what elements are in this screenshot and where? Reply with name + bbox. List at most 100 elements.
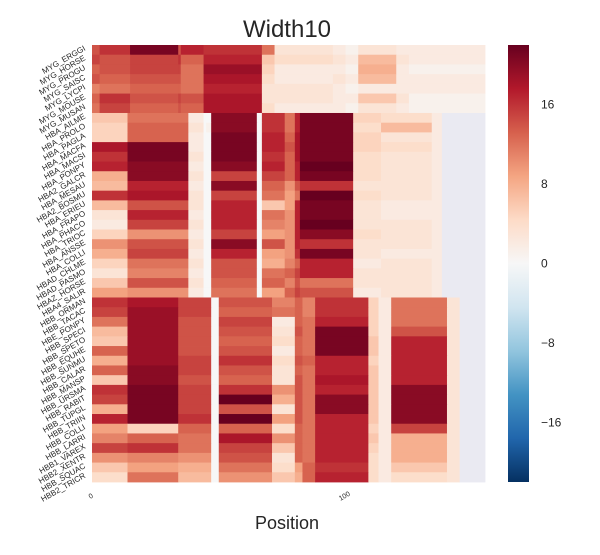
heatmap-cell	[261, 74, 275, 85]
heatmap-cell	[92, 297, 128, 308]
heatmap-cell	[203, 171, 207, 182]
heatmap-cell	[315, 297, 369, 308]
heatmap-cell	[211, 258, 258, 269]
colorbar-tick-label: 0	[541, 257, 548, 271]
x-tick-label: 0	[88, 493, 95, 501]
heatmap-cell	[213, 433, 220, 444]
heatmap-cell	[459, 423, 486, 434]
heatmap-cell	[368, 355, 379, 366]
heatmap-cell	[431, 151, 443, 162]
heatmap-cell	[381, 219, 433, 230]
heatmap-cell	[203, 161, 207, 172]
heatmap-cell	[446, 307, 461, 318]
heatmap-cell	[130, 83, 179, 94]
heatmap-cell	[261, 151, 286, 162]
heatmap-cell	[302, 394, 316, 405]
heatmap-cell	[294, 268, 301, 279]
heatmap-cell	[459, 365, 486, 376]
heatmap-cell	[353, 190, 382, 201]
heatmap-cell	[206, 268, 212, 279]
heatmap-cell	[284, 142, 296, 153]
row-labels: MYG_ERGGIMYG_HORSEMYG_PROGUMYG_SAISCMYG_…	[35, 44, 88, 504]
heatmap-cell	[127, 229, 189, 240]
heatmap-cell	[294, 278, 301, 289]
heatmap-cell	[345, 103, 359, 114]
heatmap-cell	[206, 229, 212, 240]
heatmap-cell	[272, 336, 296, 347]
heatmap-cell	[315, 375, 369, 386]
heatmap-cell	[299, 278, 354, 289]
heatmap-cell	[332, 54, 346, 65]
heatmap-cell	[178, 297, 212, 308]
heatmap-cell	[261, 171, 286, 182]
heatmap-cell	[127, 239, 189, 250]
heatmap-cell	[203, 180, 207, 192]
heatmap-cell	[315, 423, 369, 434]
heatmap-cells	[92, 45, 486, 483]
heatmap-cell	[391, 414, 448, 425]
heatmap-cell	[284, 161, 296, 172]
heatmap-cell	[127, 258, 189, 269]
heatmap-cell	[261, 180, 286, 192]
heatmap-cell	[441, 258, 486, 269]
heatmap-cell	[218, 404, 273, 415]
heatmap-cell	[378, 452, 392, 463]
heatmap-cell	[256, 112, 263, 124]
heatmap-cell	[211, 452, 215, 463]
heatmap-cell	[92, 346, 128, 357]
heatmap-cell	[178, 74, 182, 85]
heatmap-cell	[92, 316, 128, 328]
heatmap-cell	[211, 394, 215, 405]
heatmap-cell	[368, 316, 379, 328]
heatmap-cell	[213, 355, 220, 366]
heatmap-cell	[188, 180, 204, 192]
heatmap-cell	[381, 210, 433, 221]
heatmap-cell	[441, 278, 486, 289]
heatmap-cell	[127, 122, 189, 133]
heatmap-cell	[178, 414, 212, 425]
heatmap-cell	[92, 336, 128, 347]
heatmap-cell	[299, 219, 354, 230]
colorbar-gradient	[508, 45, 529, 482]
heatmap-cell	[408, 74, 486, 85]
heatmap-cell	[261, 45, 275, 56]
heatmap-cell	[211, 307, 215, 318]
heatmap-cell	[391, 423, 448, 434]
heatmap-cell	[206, 248, 212, 260]
heatmap-cell	[302, 336, 316, 347]
heatmap-cell	[294, 112, 301, 124]
heatmap-cell	[284, 268, 296, 279]
heatmap-cell	[299, 180, 354, 192]
heatmap-cell	[391, 462, 448, 473]
heatmap-cell	[396, 103, 410, 114]
heatmap-cell	[378, 443, 392, 454]
heatmap-cell	[211, 278, 258, 289]
heatmap-cell	[130, 54, 179, 65]
heatmap-cell	[378, 346, 392, 357]
heatmap-cell	[302, 472, 316, 483]
heatmap-cell	[396, 93, 410, 104]
heatmap-cell	[272, 355, 296, 366]
heatmap-cell	[274, 54, 334, 65]
heatmap-cell	[211, 287, 258, 298]
heatmap-cell	[188, 258, 204, 269]
heatmap-cell	[446, 297, 461, 308]
heatmap-cell	[178, 45, 182, 56]
heatmap-cell	[92, 83, 101, 94]
heatmap-cell	[211, 414, 215, 425]
heatmap-cell	[218, 307, 273, 318]
heatmap-cell	[381, 239, 433, 250]
heatmap-cell	[272, 384, 296, 395]
heatmap-cell	[378, 355, 392, 366]
heatmap-cell	[284, 287, 296, 298]
heatmap-cell	[368, 384, 379, 395]
heatmap-cell	[256, 219, 263, 230]
heatmap-cell	[211, 132, 258, 143]
heatmap-cell	[211, 239, 258, 250]
heatmap-cell	[206, 239, 212, 250]
heatmap-cell	[203, 132, 207, 143]
heatmap-cell	[459, 297, 486, 308]
heatmap-cell	[92, 278, 128, 289]
heatmap-cell	[299, 287, 354, 298]
heatmap-cell	[218, 433, 273, 444]
